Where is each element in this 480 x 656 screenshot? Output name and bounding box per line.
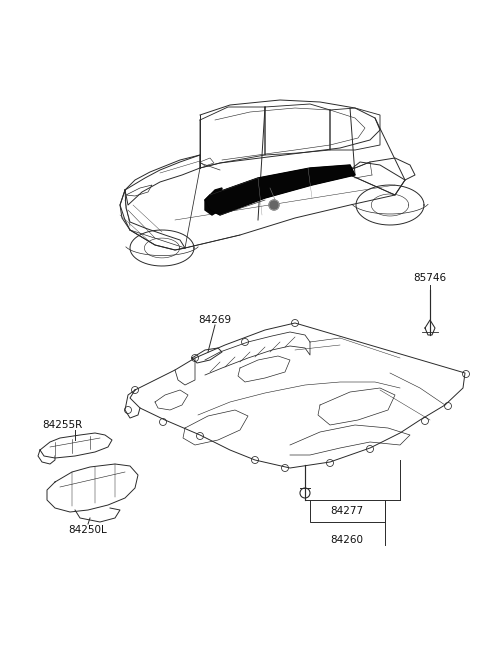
Polygon shape (205, 188, 222, 215)
Text: 84255R: 84255R (42, 420, 82, 430)
Text: 84250L: 84250L (69, 525, 108, 535)
Circle shape (269, 200, 279, 210)
Polygon shape (205, 165, 355, 215)
Text: 84277: 84277 (330, 506, 363, 516)
Text: 84269: 84269 (198, 315, 231, 325)
Text: 84260: 84260 (331, 535, 363, 545)
Text: 85746: 85746 (413, 273, 446, 283)
Bar (310, 500, 385, 522)
